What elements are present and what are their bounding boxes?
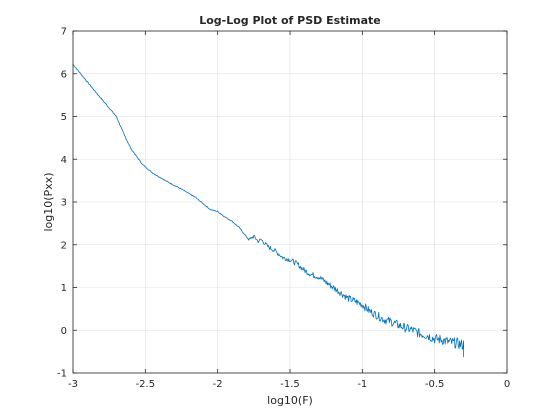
y-tick-label: 5: [61, 112, 67, 123]
x-tick-label: -1.5: [280, 379, 300, 390]
x-tick-label: -1: [357, 379, 367, 390]
y-tick-label: 1: [61, 283, 67, 294]
x-tick-labels: -3 -2.5 -2 -1.5 -1 -0.5 0: [68, 379, 510, 390]
chart-title: Log-Log Plot of PSD Estimate: [199, 14, 381, 27]
data-series: [72, 64, 465, 358]
x-tick-label: -0.5: [425, 379, 445, 390]
x-axis-label: log10(F): [267, 394, 313, 407]
x-tick-label: -2.5: [136, 379, 156, 390]
axes-box: [72, 30, 508, 374]
x-tick-label: -3: [68, 379, 78, 390]
y-tick-label: 6: [61, 69, 67, 80]
x-tick-label: 0: [504, 379, 510, 390]
y-tick-label: 3: [61, 198, 67, 209]
psd-line: [72, 64, 465, 358]
y-axis-label: log10(Pxx): [42, 172, 55, 231]
y-tick-label: 0: [61, 326, 67, 337]
y-tick-label: 4: [61, 155, 67, 166]
y-tick-label: -1: [57, 369, 67, 380]
y-tick-label: 7: [61, 27, 67, 38]
y-tick-label: 2: [61, 240, 67, 251]
x-tick-label: -2: [213, 379, 223, 390]
y-tick-labels: -1 0 1 2 3 4 5 6 7: [57, 27, 67, 380]
